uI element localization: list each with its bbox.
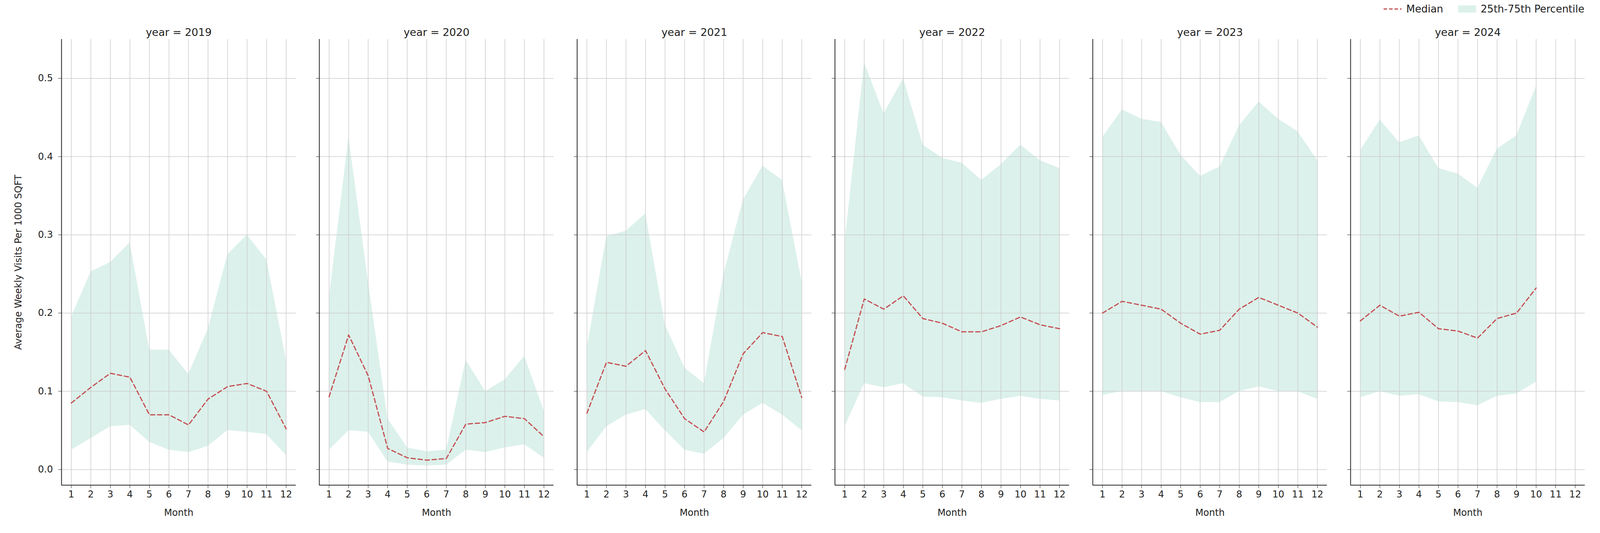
svg-text:year = 2019: year = 2019 — [145, 26, 212, 39]
svg-text:7: 7 — [185, 489, 192, 500]
svg-text:3: 3 — [365, 489, 372, 500]
svg-text:5: 5 — [662, 489, 668, 500]
svg-text:8: 8 — [1494, 489, 1500, 500]
html-text:Median: Median — [1406, 2, 1444, 15]
svg-text:0.1: 0.1 — [37, 385, 53, 397]
svg-text:5: 5 — [919, 489, 926, 500]
svg-text:8: 8 — [1236, 489, 1243, 500]
svg-text:12: 12 — [1311, 489, 1324, 500]
svg-text:10: 10 — [1530, 489, 1543, 500]
svg-text:11: 11 — [1291, 489, 1304, 500]
svg-text:7: 7 — [701, 489, 708, 500]
svg-text:2: 2 — [603, 489, 610, 500]
svg-text:year = 2024: year = 2024 — [1434, 26, 1501, 39]
svg-text:Average Weekly Visits Per 1000: Average Weekly Visits Per 1000 SQFT — [12, 174, 24, 350]
svg-text:11: 11 — [776, 489, 789, 500]
svg-text:6: 6 — [939, 489, 946, 500]
svg-text:5: 5 — [1435, 489, 1442, 500]
svg-text:12: 12 — [1053, 489, 1066, 500]
svg-text:8: 8 — [720, 489, 727, 500]
svg-text:1: 1 — [326, 489, 333, 500]
svg-text:9: 9 — [740, 489, 747, 500]
svg-text:9: 9 — [224, 489, 231, 500]
svg-text:1: 1 — [68, 489, 75, 500]
svg-text:2: 2 — [345, 489, 352, 500]
svg-text:1: 1 — [841, 489, 848, 500]
svg-text:Month: Month — [937, 507, 967, 519]
svg-text:10: 10 — [1272, 489, 1285, 500]
svg-text:5: 5 — [404, 489, 411, 500]
svg-text:2: 2 — [1119, 489, 1125, 500]
svg-text:11: 11 — [260, 489, 273, 500]
svg-text:Month: Month — [421, 507, 452, 519]
svg-text:12: 12 — [1569, 489, 1582, 500]
svg-text:12: 12 — [280, 489, 293, 500]
svg-text:4: 4 — [1158, 489, 1165, 500]
svg-text:9: 9 — [1255, 489, 1262, 500]
svg-text:0.4: 0.4 — [37, 151, 53, 163]
svg-text:5: 5 — [146, 489, 153, 500]
svg-text:6: 6 — [423, 489, 430, 500]
svg-text:1: 1 — [1099, 489, 1106, 500]
svg-text:8: 8 — [978, 489, 985, 500]
svg-text:Month: Month — [1195, 507, 1225, 519]
svg-text:6: 6 — [681, 489, 688, 500]
svg-text:4: 4 — [126, 489, 133, 500]
svg-text:12: 12 — [537, 489, 550, 500]
svg-text:0.2: 0.2 — [37, 307, 53, 319]
svg-text:2: 2 — [861, 489, 868, 500]
svg-text:11: 11 — [518, 489, 531, 500]
svg-text:4: 4 — [384, 489, 391, 500]
svg-text:10: 10 — [241, 489, 254, 500]
svg-text:6: 6 — [166, 489, 172, 500]
svg-text:7: 7 — [958, 489, 965, 500]
svg-text:3: 3 — [880, 489, 887, 500]
svg-text:4: 4 — [900, 489, 907, 500]
svg-text:Month: Month — [164, 507, 194, 519]
svg-text:0.0: 0.0 — [37, 464, 53, 475]
svg-text:Month: Month — [679, 507, 709, 519]
svg-text:7: 7 — [1474, 489, 1481, 500]
svg-text:6: 6 — [1455, 489, 1461, 500]
svg-text:3: 3 — [1138, 489, 1145, 500]
svg-text:10: 10 — [756, 489, 769, 500]
html-text:25th-75th Percentile: 25th-75th Percentile — [1480, 2, 1585, 15]
svg-text:year = 2021: year = 2021 — [661, 26, 728, 39]
svg-text:0.3: 0.3 — [37, 229, 53, 241]
svg-text:year = 2023: year = 2023 — [1176, 26, 1243, 39]
svg-text:2: 2 — [87, 489, 94, 500]
svg-text:1: 1 — [583, 489, 590, 500]
svg-text:4: 4 — [642, 489, 649, 500]
svg-text:3: 3 — [623, 489, 629, 500]
svg-text:year = 2020: year = 2020 — [403, 26, 470, 39]
svg-text:5: 5 — [1177, 489, 1184, 500]
svg-text:9: 9 — [482, 489, 489, 500]
svg-text:year = 2022: year = 2022 — [919, 26, 986, 39]
svg-text:2: 2 — [1376, 489, 1383, 500]
svg-text:8: 8 — [462, 489, 469, 500]
svg-text:10: 10 — [1014, 489, 1027, 500]
svg-text:12: 12 — [795, 489, 808, 500]
svg-text:7: 7 — [443, 489, 450, 500]
svg-text:0.5: 0.5 — [37, 72, 53, 84]
svg-text:4: 4 — [1416, 489, 1422, 500]
svg-text:8: 8 — [205, 489, 211, 500]
svg-text:3: 3 — [107, 489, 114, 500]
svg-text:9: 9 — [998, 489, 1004, 500]
svg-text:6: 6 — [1197, 489, 1204, 500]
svg-text:10: 10 — [498, 489, 511, 500]
svg-text:Month: Month — [1453, 507, 1483, 519]
svg-text:11: 11 — [1549, 489, 1562, 500]
svg-text:11: 11 — [1033, 489, 1047, 500]
svg-text:7: 7 — [1216, 489, 1223, 500]
svg-text:9: 9 — [1513, 489, 1520, 500]
svg-text:1: 1 — [1357, 489, 1364, 500]
svg-text:3: 3 — [1396, 489, 1403, 500]
